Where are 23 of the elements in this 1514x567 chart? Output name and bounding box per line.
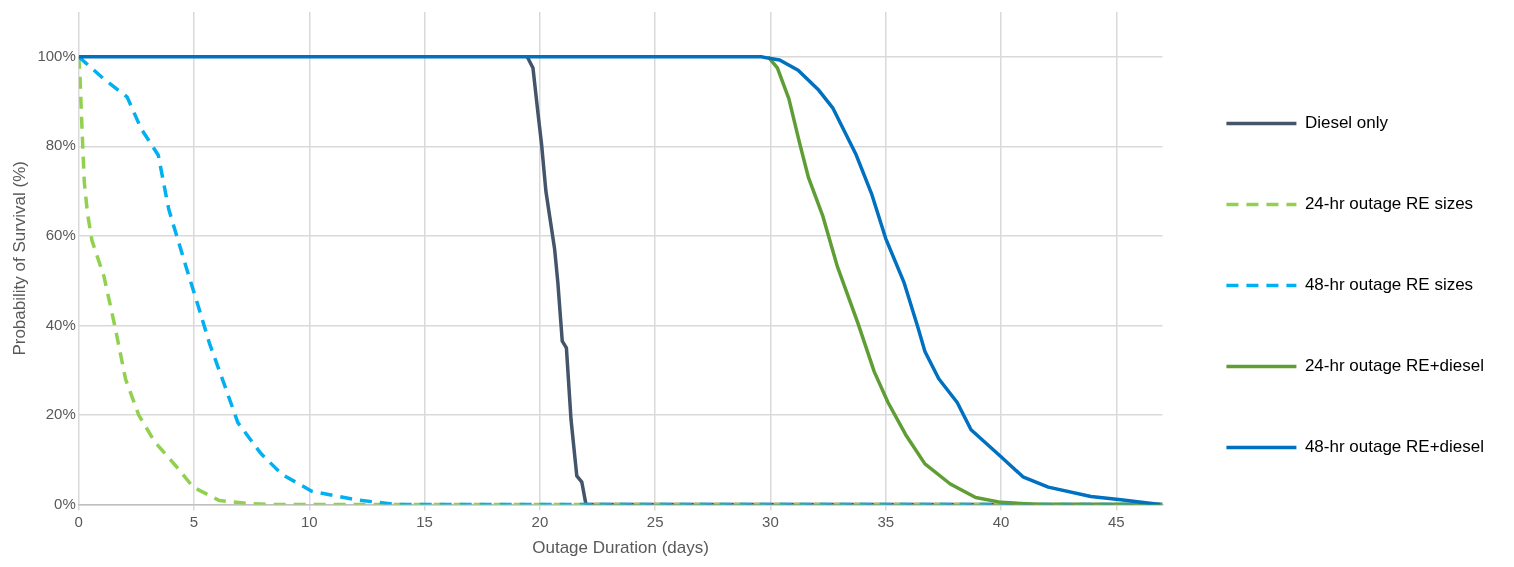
y-tick-label: 80% [45, 136, 76, 154]
x-axis-title: Outage Duration (days) [532, 538, 709, 558]
y-axis-title: Probability of Survival (%) [9, 160, 29, 356]
y-tick-label: 100% [37, 46, 76, 64]
x-tick-label: 40 [992, 512, 1010, 530]
legend-label: 24-hr outage RE sizes [1304, 194, 1474, 214]
legend-label: Diesel only [1304, 113, 1389, 133]
x-tick-label: 20 [531, 512, 549, 530]
x-tick-label: 35 [877, 512, 895, 530]
y-tick-label: 60% [45, 226, 76, 244]
legend-label: 48-hr outage RE sizes [1304, 275, 1474, 295]
legend-label: 24-hr outage RE+diesel [1304, 356, 1484, 376]
legend-label: 48-hr outage RE+diesel [1304, 437, 1484, 457]
x-tick-label: 30 [762, 512, 779, 530]
x-tick-label: 15 [416, 512, 433, 530]
y-tick-label: 0% [54, 494, 76, 512]
x-tick-label: 25 [646, 512, 664, 530]
x-tick-label: 45 [1107, 512, 1125, 530]
x-tick-label: 5 [189, 512, 199, 530]
x-tick-label: 10 [300, 512, 318, 530]
y-tick-label: 40% [45, 315, 76, 333]
x-tick-label: 0 [74, 512, 83, 530]
y-tick-label: 20% [45, 405, 76, 423]
